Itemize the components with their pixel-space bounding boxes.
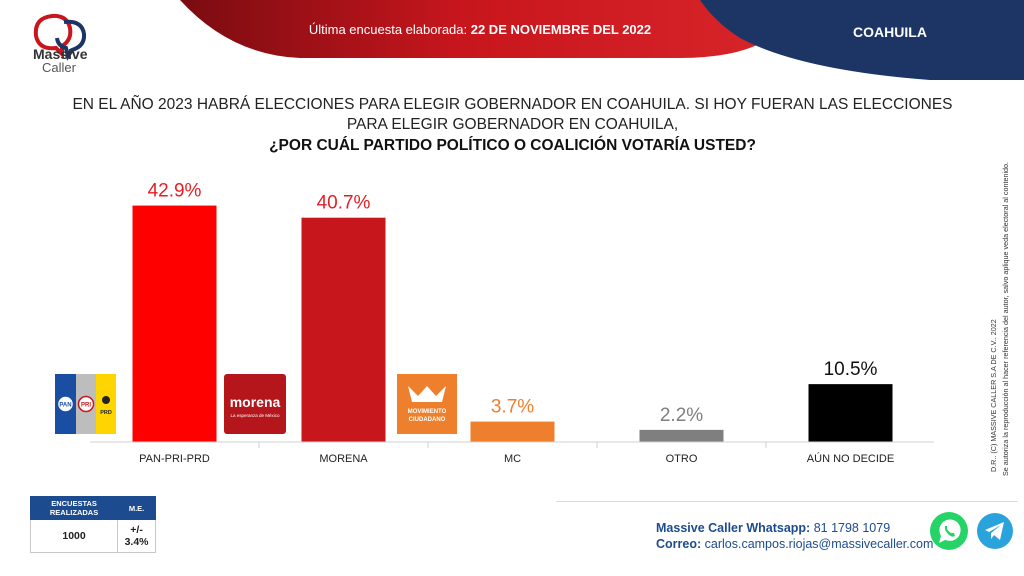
bar-otro [639,429,724,442]
footer-divider [556,501,1018,502]
header-navy-banner [700,0,1024,80]
category-label-pan-pri-prd: PAN-PRI-PRD [139,453,210,465]
telegram-icon[interactable] [976,512,1014,550]
pan-pri-prd-logo: PAN PRI PRD [55,374,116,434]
whatsapp-number: 81 1798 1079 [810,521,891,535]
survey-date-value: 22 DE NOVIEMBRE DEL 2022 [470,22,652,37]
brand-name-line2: Caller [42,60,76,75]
value-label-a-n-no-decide: 10.5% [824,359,878,380]
bar-mc [470,421,555,442]
stats-surveys-value: 1000 [29,519,119,553]
value-label-morena: 40.7% [317,193,371,214]
pan-label: PAN [59,403,71,409]
mc-logo-line2: CIUDADANO [409,417,446,423]
copyright-line: D.R.. (C) MASSIVE CALLER S.A DE C.V.. 20… [989,319,998,472]
question-line-3: ¿POR CUÁL PARTIDO POLÍTICO O COALICIÓN V… [269,137,756,154]
authorization-line: Se autoriza la reproducción al hacer ref… [1001,162,1010,476]
state-title: COAHUILA [853,24,927,40]
morena-tagline: La esperanza de México [230,413,280,418]
morena-logo: morena La esperanza de México [224,374,286,434]
footer-whatsapp: Massive Caller Whatsapp: 81 1798 1079 [656,521,890,535]
header-red-banner [180,0,810,58]
whatsapp-icon[interactable] [928,510,970,552]
mc-eagle-icon [408,386,446,402]
question-line-1: EN EL AÑO 2023 HABRÁ ELECCIONES PARA ELE… [72,96,953,113]
footer-email: Correo: carlos.campos.riojas@massivecall… [656,537,933,551]
morena-logo-text: morena [230,394,281,410]
value-label-mc: 3.7% [491,397,534,418]
email-label: Correo: [656,537,702,551]
stats-header-surveys: ENCUESTAS REALIZADAS [29,496,119,520]
stats-header-margin: M.E. [117,496,156,520]
header-background [180,0,1024,80]
category-label-otro: OTRO [666,453,698,465]
pri-label: PRI [81,403,91,409]
category-label-mc: MC [504,453,521,465]
vote-intention-bar-chart: 42.9% 40.7% 3.7% 2.2% 10.5% PAN-PRI-PRD MOREN… [55,181,934,465]
prd-label: PRD [100,410,112,416]
bar-a-n-no-decide [808,384,893,442]
brand-name-line1: Massive [33,46,88,62]
survey-date-label: Última encuesta elaborada: [308,22,471,37]
survey-date-banner: Última encuesta elaborada: 22 DE NOVIEMB… [300,22,660,37]
massive-caller-logo [33,13,87,61]
mc-logo-line1: MOVIMIENTO [408,409,447,415]
pan-emblem [56,395,75,413]
mc-logo: MOVIMIENTO CIUDADANO [397,374,457,434]
prd-sun-icon [102,396,110,404]
copyright-side-note: D.R.. (C) MASSIVE CALLER S.A DE C.V.. 20… [989,162,1010,476]
value-label-otro: 2.2% [660,405,703,426]
bar-morena [301,217,386,442]
whatsapp-label: Massive Caller Whatsapp: [656,521,811,535]
pri-emblem [77,395,95,413]
category-label-a-n-no-decide: AÚN NO DECIDE [807,452,894,465]
email-address: carlos.campos.riojas@massivecaller.com [701,537,934,551]
stats-margin-value: +/- 3.4% [117,519,156,553]
survey-stats-table: ENCUESTAS REALIZADAS M.E. 1000 +/- 3.4% [29,496,156,553]
bar-pan-pri-prd [132,205,217,442]
value-label-pan-pri-prd: 42.9% [148,181,202,202]
question-line-2: PARA ELEGIR GOBERNADOR EN COAHUILA, [346,116,679,133]
category-label-morena: MORENA [319,453,368,465]
